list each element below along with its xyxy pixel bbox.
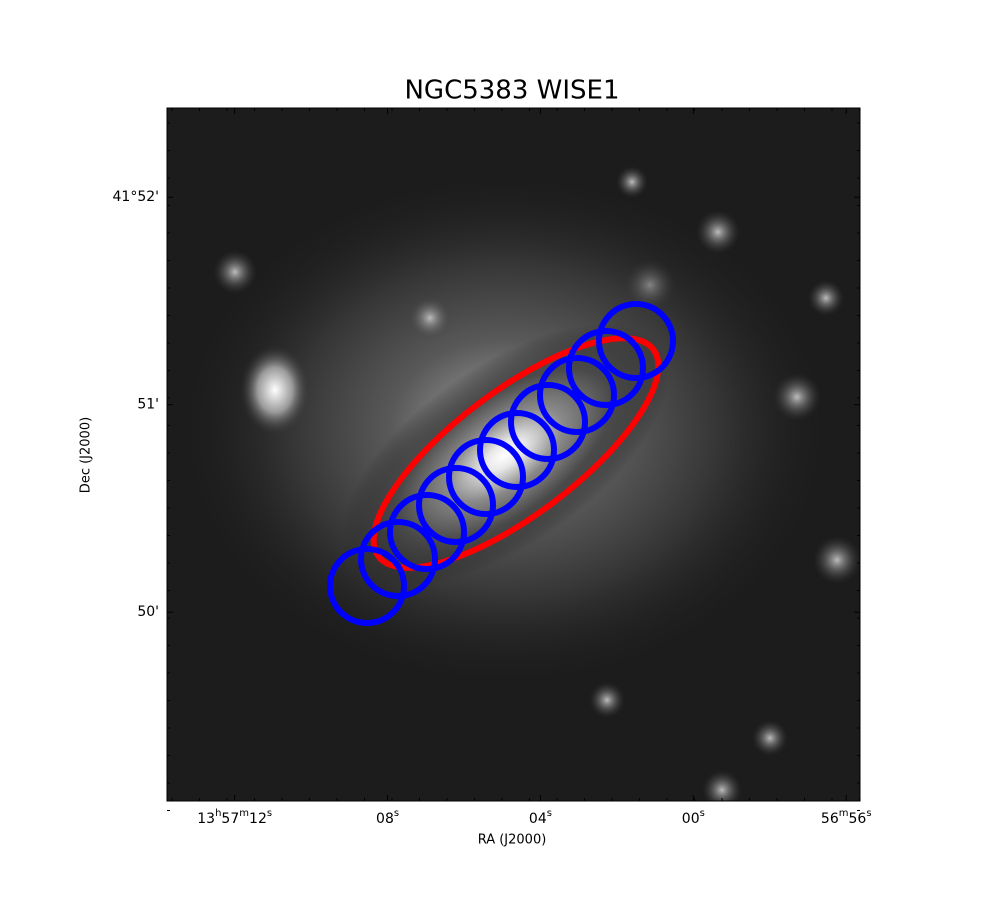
x-tick-label: 04s	[529, 808, 552, 827]
circle-aperture	[596, 301, 676, 381]
circle-aperture	[477, 410, 557, 490]
ellipse-aperture	[370, 335, 662, 571]
x-tick-label: 08s	[376, 808, 399, 827]
circle-aperture	[327, 546, 407, 626]
circle-aperture	[508, 382, 588, 462]
x-tick-label: 56m56s	[821, 808, 872, 827]
y-tick-label: 50'	[137, 604, 159, 620]
x-tick-label: 00s	[682, 808, 705, 827]
circle-aperture	[358, 519, 438, 599]
y-axis-label: Dec (J2000)	[79, 417, 94, 493]
circle-aperture	[537, 355, 617, 435]
x-axis-label: RA (J2000)	[478, 833, 547, 848]
circle-aperture	[416, 465, 496, 545]
circle-aperture	[387, 492, 467, 572]
y-tick-label: 41°52'	[113, 189, 159, 205]
sky-image	[167, 108, 860, 801]
x-tick-label: 13h57m12s	[197, 808, 272, 827]
circle-aperture	[446, 437, 526, 517]
apertures	[327, 301, 676, 626]
chart-title: NGC5383 WISE1	[404, 76, 619, 106]
y-tick-label: 51'	[137, 397, 159, 413]
axes-frame	[166, 107, 861, 802]
circle-aperture	[566, 328, 646, 408]
